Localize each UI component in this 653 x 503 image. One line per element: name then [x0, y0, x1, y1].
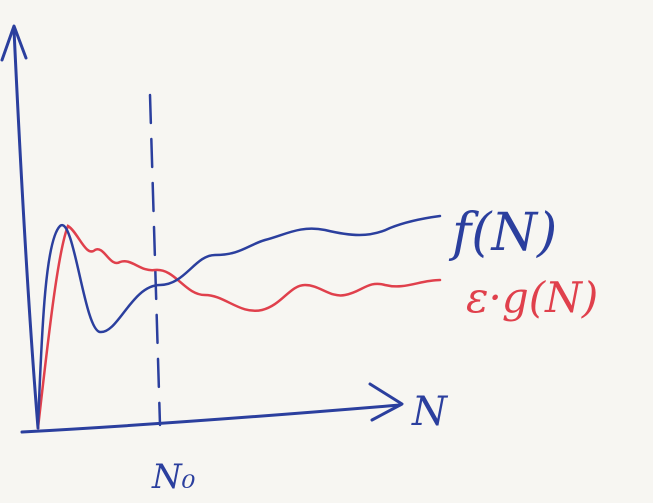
page: f(N) ε·g(N) N N₀ (() => { const data = J… [0, 0, 653, 503]
x-axis-label: N [411, 389, 449, 435]
g-label: ε·g(N) [466, 273, 598, 322]
diagram: f(N) ε·g(N) N N₀ [0, 0, 653, 503]
f-label: f(N) [448, 203, 557, 263]
n0-label: N₀ [151, 457, 196, 497]
